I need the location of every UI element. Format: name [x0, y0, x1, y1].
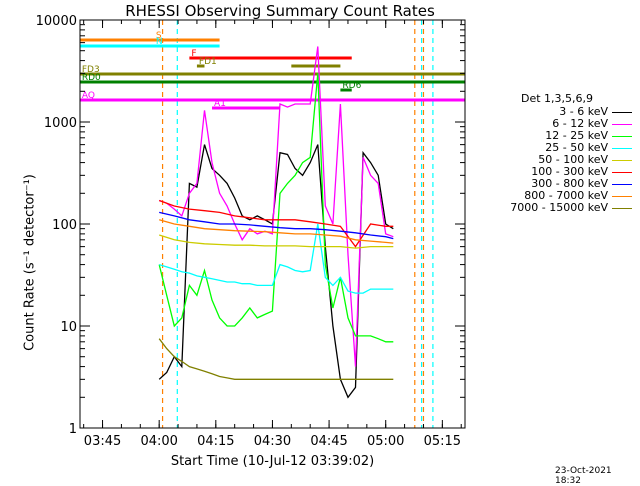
chart-title: RHESSI Observing Summary Count Rates [125, 2, 435, 20]
legend-entry: 300 - 800 keV [482, 178, 632, 190]
flag-label-fd3: FD3 [82, 65, 100, 75]
legend-entry: 12 - 25 keV [482, 130, 632, 142]
legend-entry-label: 25 - 50 keV [545, 141, 608, 154]
series-line [158, 338, 394, 380]
flag-label-fd1: FD1 [199, 57, 217, 67]
y-axis-label: Count Rate (s⁻¹ detector⁻¹) [22, 174, 38, 351]
x-tick-label: 04:45 [310, 434, 347, 449]
legend-entry-label: 800 - 7000 keV [524, 189, 608, 202]
legend-swatch [612, 183, 632, 185]
series-line [159, 234, 394, 249]
series-line [158, 73, 394, 343]
x-tick-label: 04:15 [197, 434, 234, 449]
legend-entry: 100 - 300 keV [482, 166, 632, 178]
series-line [158, 199, 394, 248]
flag-label-s: S [156, 31, 162, 41]
legend-swatch [612, 111, 632, 113]
legend-entry: 6 - 12 keV [482, 118, 632, 130]
x-tick-label: 04:30 [254, 434, 291, 449]
legend-entry-label: 50 - 100 keV [538, 153, 608, 166]
flag-label-n: N [156, 37, 163, 47]
legend-entry: 7000 - 15000 keV [482, 202, 632, 214]
x-tick-label: 05:00 [367, 434, 404, 449]
date-stamp: 23-Oct-2021 18:32 [555, 466, 612, 486]
legend-swatch [612, 159, 632, 161]
y-tick-label: 1000 [44, 116, 77, 131]
flag-label-f: F [191, 49, 196, 59]
legend-entry-label: 3 - 6 keV [559, 105, 608, 118]
flag-label-aq: AQ [82, 91, 95, 101]
legend-entry-label: 300 - 800 keV [531, 177, 608, 190]
x-tick-label: 05:15 [424, 434, 461, 449]
legend-title: Det 1,3,5,6,9 [520, 92, 594, 105]
legend-swatch [612, 147, 632, 149]
series-line [158, 144, 394, 399]
x-tick-label: 03:45 [84, 434, 121, 449]
legend-entry-label: 12 - 25 keV [545, 129, 608, 142]
legend-entry-label: 7000 - 15000 keV [510, 201, 608, 214]
series-line [158, 46, 394, 367]
legend-swatch [612, 135, 632, 137]
series-line [159, 223, 394, 294]
legend-swatch [612, 171, 632, 173]
y-tick-label: 100 [52, 218, 77, 233]
legend-entry-label: 100 - 300 keV [531, 165, 608, 178]
legend-entry: 3 - 6 keV [482, 106, 632, 118]
legend-swatch [612, 207, 632, 209]
legend-entry: 800 - 7000 keV [482, 190, 632, 202]
y-tick-label: 1 [69, 422, 77, 437]
series-line [159, 219, 394, 244]
legend-swatch [612, 123, 632, 125]
legend-swatch [612, 195, 632, 197]
x-axis-label: Start Time (10-Jul-12 03:39:02) [170, 454, 375, 469]
legend: Det 1,3,5,6,9 3 - 6 keV 6 - 12 keV 12 - 25… [482, 92, 632, 214]
legend-entry-label: 6 - 12 keV [552, 117, 608, 130]
series-line [159, 211, 394, 240]
legend-entry: 25 - 50 keV [482, 142, 632, 154]
flag-label-rd0: RD0 [82, 73, 101, 83]
legend-entry: 50 - 100 keV [482, 154, 632, 166]
x-tick-label: 04:00 [140, 434, 177, 449]
y-tick-label: 10 [60, 320, 77, 335]
flag-label-a1: A1 [214, 99, 226, 109]
y-tick-label: 10000 [36, 14, 77, 29]
flag-label-rd6: RD6 [342, 81, 361, 91]
